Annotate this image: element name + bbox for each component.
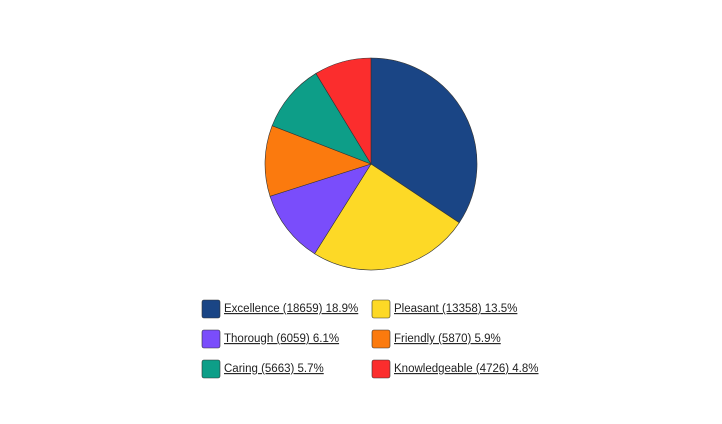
- legend-label: Friendly (5870) 5.9%: [394, 333, 501, 345]
- legend-swatch: [371, 299, 391, 319]
- legend-swatch: [201, 329, 221, 349]
- pie-slice: [315, 57, 372, 166]
- pie-slice: [269, 163, 372, 255]
- legend-swatch: [371, 329, 391, 349]
- pie-slice: [271, 73, 372, 165]
- legend-swatch: [201, 299, 221, 319]
- pie-slice: [314, 163, 460, 271]
- legend-swatch: [371, 359, 391, 379]
- legend-label: Pleasant (13358) 13.5%: [394, 303, 517, 315]
- legend-label: Excellence (18659) 18.9%: [224, 303, 358, 315]
- legend-swatch: [201, 359, 221, 379]
- legend-label: Knowledgeable (4726) 4.8%: [394, 363, 539, 375]
- pie-slice: [264, 125, 372, 197]
- legend-label: Caring (5663) 5.7%: [224, 363, 324, 375]
- legend-label: Thorough (6059) 6.1%: [224, 333, 339, 345]
